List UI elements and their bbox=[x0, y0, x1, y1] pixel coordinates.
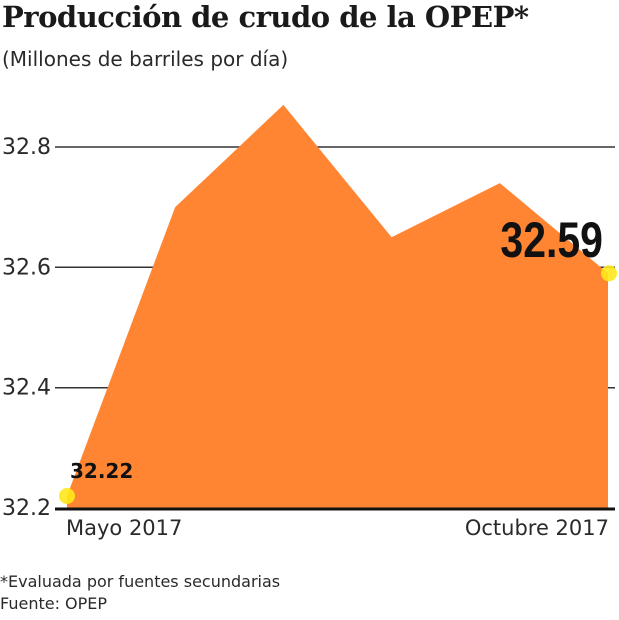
end-marker bbox=[601, 265, 617, 282]
chart-subtitle: (Millones de barriles por día) bbox=[2, 47, 289, 71]
area-series bbox=[67, 104, 608, 509]
start-value-label: 32.22 bbox=[70, 459, 133, 483]
x-axis-end-label: Octubre 2017 bbox=[464, 516, 609, 540]
end-value-label: 32.59 bbox=[500, 212, 603, 268]
chart-title: Producción de crudo de la OPEP* bbox=[2, 0, 529, 34]
y-tick-label: 32.4 bbox=[2, 376, 51, 401]
source-note: Fuente: OPEP bbox=[0, 594, 108, 613]
start-marker bbox=[59, 488, 75, 504]
x-axis-start-label: Mayo 2017 bbox=[66, 516, 183, 540]
footnote: *Evaluada por fuentes secundarias bbox=[0, 572, 281, 591]
y-tick-label: 32.8 bbox=[2, 135, 51, 160]
y-tick-label: 32.2 bbox=[2, 496, 51, 521]
plot-layer: 32.8 32.6 32.4 32.2 32.22 32.59 bbox=[2, 104, 617, 521]
y-tick-label: 32.6 bbox=[2, 255, 51, 280]
